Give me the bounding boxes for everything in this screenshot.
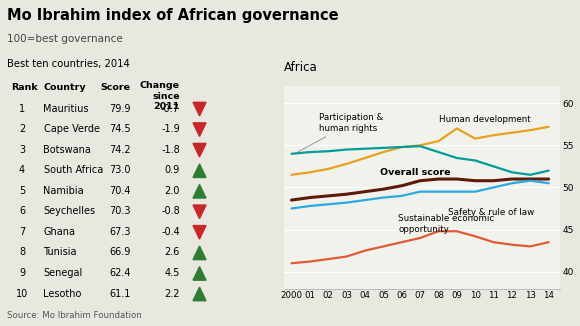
- Text: Human development: Human development: [438, 115, 530, 124]
- Text: 4: 4: [19, 165, 25, 175]
- Text: Country: Country: [44, 83, 86, 92]
- Text: -0.8: -0.8: [161, 206, 180, 216]
- Text: 8: 8: [19, 247, 25, 258]
- Text: Botswana: Botswana: [44, 145, 92, 155]
- Text: 0.9: 0.9: [165, 165, 180, 175]
- Text: Namibia: Namibia: [44, 186, 84, 196]
- Text: 66.9: 66.9: [109, 247, 130, 258]
- Text: Ghana: Ghana: [44, 227, 75, 237]
- Text: -0.7: -0.7: [161, 104, 180, 114]
- Text: 67.3: 67.3: [109, 227, 130, 237]
- Text: 79.9: 79.9: [109, 104, 130, 114]
- Text: Best ten countries, 2014: Best ten countries, 2014: [7, 59, 130, 69]
- Text: 70.4: 70.4: [109, 186, 130, 196]
- Text: Overall score: Overall score: [380, 168, 450, 176]
- Polygon shape: [193, 246, 206, 259]
- Polygon shape: [193, 102, 206, 116]
- Text: South Africa: South Africa: [44, 165, 103, 175]
- Text: Seychelles: Seychelles: [44, 206, 96, 216]
- Text: 70.3: 70.3: [109, 206, 130, 216]
- Text: 62.4: 62.4: [109, 268, 130, 278]
- Polygon shape: [193, 287, 206, 301]
- Polygon shape: [193, 205, 206, 218]
- Text: 7: 7: [19, 227, 25, 237]
- Text: 5: 5: [19, 186, 25, 196]
- Text: 4.5: 4.5: [164, 268, 180, 278]
- Polygon shape: [193, 267, 206, 280]
- Text: -1.8: -1.8: [161, 145, 180, 155]
- Polygon shape: [193, 143, 206, 157]
- Text: Mauritius: Mauritius: [44, 104, 89, 114]
- Text: 9: 9: [19, 268, 25, 278]
- Text: 61.1: 61.1: [109, 289, 130, 299]
- Text: Africa: Africa: [284, 61, 318, 74]
- Text: 74.2: 74.2: [109, 145, 130, 155]
- Text: Safety & rule of law: Safety & rule of law: [448, 208, 534, 217]
- Text: -0.4: -0.4: [161, 227, 180, 237]
- Text: 1: 1: [19, 104, 25, 114]
- Text: Participation &
human rights: Participation & human rights: [298, 113, 383, 152]
- Text: 6: 6: [19, 206, 25, 216]
- Text: Rank: Rank: [12, 83, 38, 92]
- Text: 74.5: 74.5: [109, 124, 130, 134]
- Text: -1.9: -1.9: [161, 124, 180, 134]
- Text: Senegal: Senegal: [44, 268, 83, 278]
- Text: Mo Ibrahim index of African governance: Mo Ibrahim index of African governance: [7, 8, 339, 23]
- Text: 3: 3: [19, 145, 25, 155]
- Text: 73.0: 73.0: [109, 165, 130, 175]
- Text: Score: Score: [100, 83, 130, 92]
- Polygon shape: [193, 226, 206, 239]
- Text: Source: Mo Ibrahim Foundation: Source: Mo Ibrahim Foundation: [7, 311, 142, 320]
- Polygon shape: [193, 123, 206, 136]
- Text: 2: 2: [19, 124, 25, 134]
- Text: Lesotho: Lesotho: [44, 289, 82, 299]
- Text: Sustainable economic
opportunity: Sustainable economic opportunity: [398, 215, 494, 234]
- Polygon shape: [193, 164, 206, 177]
- Text: 100=best governance: 100=best governance: [7, 34, 123, 44]
- Polygon shape: [193, 185, 206, 198]
- Text: Tunisia: Tunisia: [44, 247, 77, 258]
- Text: Change
since
2011: Change since 2011: [140, 82, 180, 111]
- Text: 2.2: 2.2: [164, 289, 180, 299]
- Text: 10: 10: [16, 289, 28, 299]
- Text: 2.0: 2.0: [164, 186, 180, 196]
- Text: Cape Verde: Cape Verde: [44, 124, 100, 134]
- Text: 2.6: 2.6: [164, 247, 180, 258]
